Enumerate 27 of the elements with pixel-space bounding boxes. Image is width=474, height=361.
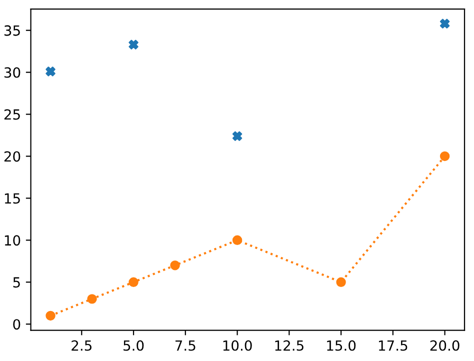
point [232, 131, 242, 141]
x-tick-label: 5.0 [124, 340, 144, 351]
x-tick-label: 2.5 [72, 340, 92, 351]
point [128, 277, 138, 287]
x-tick-label: 15.0 [327, 340, 356, 351]
x-tick-label: 17.5 [378, 340, 408, 351]
x-tick-label: 12.5 [275, 340, 304, 351]
point [46, 66, 56, 76]
x-tick-label: 20.0 [430, 340, 460, 351]
point [170, 260, 180, 270]
y-tick-label: 20 [4, 151, 20, 162]
point [440, 18, 450, 28]
point [336, 277, 346, 287]
y-tick-label: 30 [4, 67, 20, 78]
point [232, 235, 242, 246]
y-tick-label: 10 [4, 235, 20, 246]
point [440, 151, 450, 162]
y-tick-label: 5 [13, 277, 20, 288]
y-tick-label: 0 [13, 319, 20, 330]
y-tick-label: 35 [4, 25, 20, 36]
x-tick-label: 10.0 [223, 340, 252, 351]
y-tick-label: 25 [4, 109, 20, 120]
y-tick-label: 15 [4, 193, 20, 204]
point [87, 294, 97, 304]
point [128, 40, 138, 50]
point [46, 310, 56, 321]
x-tick-label: 7.5 [176, 340, 196, 351]
